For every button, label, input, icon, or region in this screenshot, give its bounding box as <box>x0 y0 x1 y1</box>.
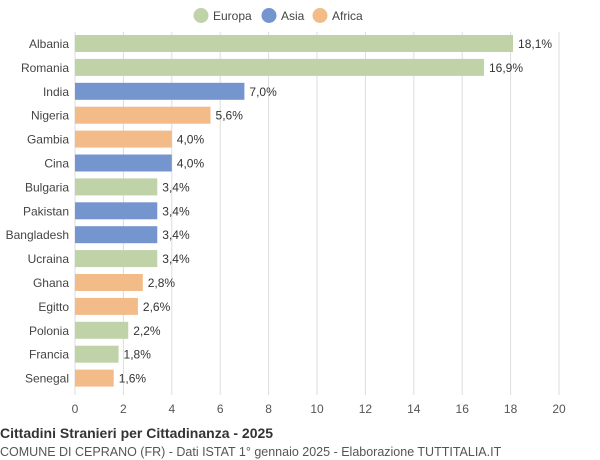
bar-value-label: 2,8% <box>148 276 176 290</box>
bar <box>75 274 143 291</box>
y-category-label: Francia <box>29 348 69 362</box>
bar-value-label: 4,0% <box>177 133 205 147</box>
x-tick-label: 2 <box>120 402 127 416</box>
x-tick-label: 20 <box>552 402 566 416</box>
y-category-label: Albania <box>29 37 69 51</box>
bar <box>75 226 158 244</box>
legend-marker <box>261 8 277 23</box>
x-tick-label: 18 <box>504 402 518 416</box>
bar-value-label: 7,0% <box>249 85 277 99</box>
bar-value-label: 2,2% <box>133 324 161 338</box>
bar <box>75 202 158 220</box>
bar-value-label: 5,6% <box>216 109 244 123</box>
legend-label: Europa <box>213 9 252 23</box>
bar <box>75 297 138 315</box>
x-tick-label: 10 <box>310 402 324 416</box>
chart-subtitle: COMUNE DI CEPRANO (FR) - Dati ISTAT 1° g… <box>0 445 502 459</box>
bar-value-label: 3,4% <box>162 228 190 242</box>
bar <box>75 106 211 124</box>
bar <box>75 178 158 196</box>
legend-marker <box>312 8 328 23</box>
y-category-label: Senegal <box>25 372 69 386</box>
y-category-label: Egitto <box>38 300 69 314</box>
legend-label: Africa <box>332 9 363 23</box>
y-category-label: India <box>43 85 69 99</box>
bar <box>75 250 158 268</box>
bar-value-label: 4,0% <box>177 157 205 171</box>
x-tick-label: 6 <box>217 402 224 416</box>
bar-value-label: 2,6% <box>143 300 171 314</box>
x-tick-label: 8 <box>265 402 272 416</box>
y-category-label: Gambia <box>27 133 69 147</box>
bar-value-label: 18,1% <box>518 37 552 51</box>
bar-chart: 0 2 4 6 8 10 12 14 16 18 20 Albania 18,1% Romania 16,9… <box>6 8 566 416</box>
bar <box>75 321 129 339</box>
bar <box>75 35 514 52</box>
bar <box>75 58 484 76</box>
bar-value-label: 16,9% <box>489 61 523 75</box>
bar-value-label: 3,4% <box>162 204 190 218</box>
bar <box>75 369 114 387</box>
bar-value-label: 1,6% <box>119 372 147 386</box>
bar <box>75 154 172 172</box>
chart-title: Cittadini Stranieri per Cittadinanza - 2… <box>0 425 274 441</box>
y-category-label: Romania <box>21 61 69 75</box>
x-tick-label: 16 <box>456 402 470 416</box>
bar-value-label: 3,4% <box>162 180 190 194</box>
y-category-label: Ghana <box>33 276 69 290</box>
x-tick-label: 4 <box>168 402 175 416</box>
bar-value-label: 1,8% <box>124 348 152 362</box>
y-category-label: Bangladesh <box>6 228 69 242</box>
y-category-label: Bulgaria <box>25 180 69 194</box>
x-tick-label: 0 <box>72 402 79 416</box>
y-category-label: Nigeria <box>31 109 69 123</box>
legend-label: Asia <box>281 9 305 23</box>
y-category-label: Ucraina <box>28 252 70 266</box>
bar <box>75 130 172 148</box>
bar <box>75 345 119 363</box>
bar-value-label: 3,4% <box>162 252 190 266</box>
x-tick-label: 12 <box>359 402 373 416</box>
y-category-label: Polonia <box>29 324 69 338</box>
legend-marker <box>193 8 209 23</box>
y-category-label: Pakistan <box>23 204 69 218</box>
x-tick-label: 14 <box>407 402 421 416</box>
bar <box>75 82 245 100</box>
y-category-label: Cina <box>44 157 69 171</box>
